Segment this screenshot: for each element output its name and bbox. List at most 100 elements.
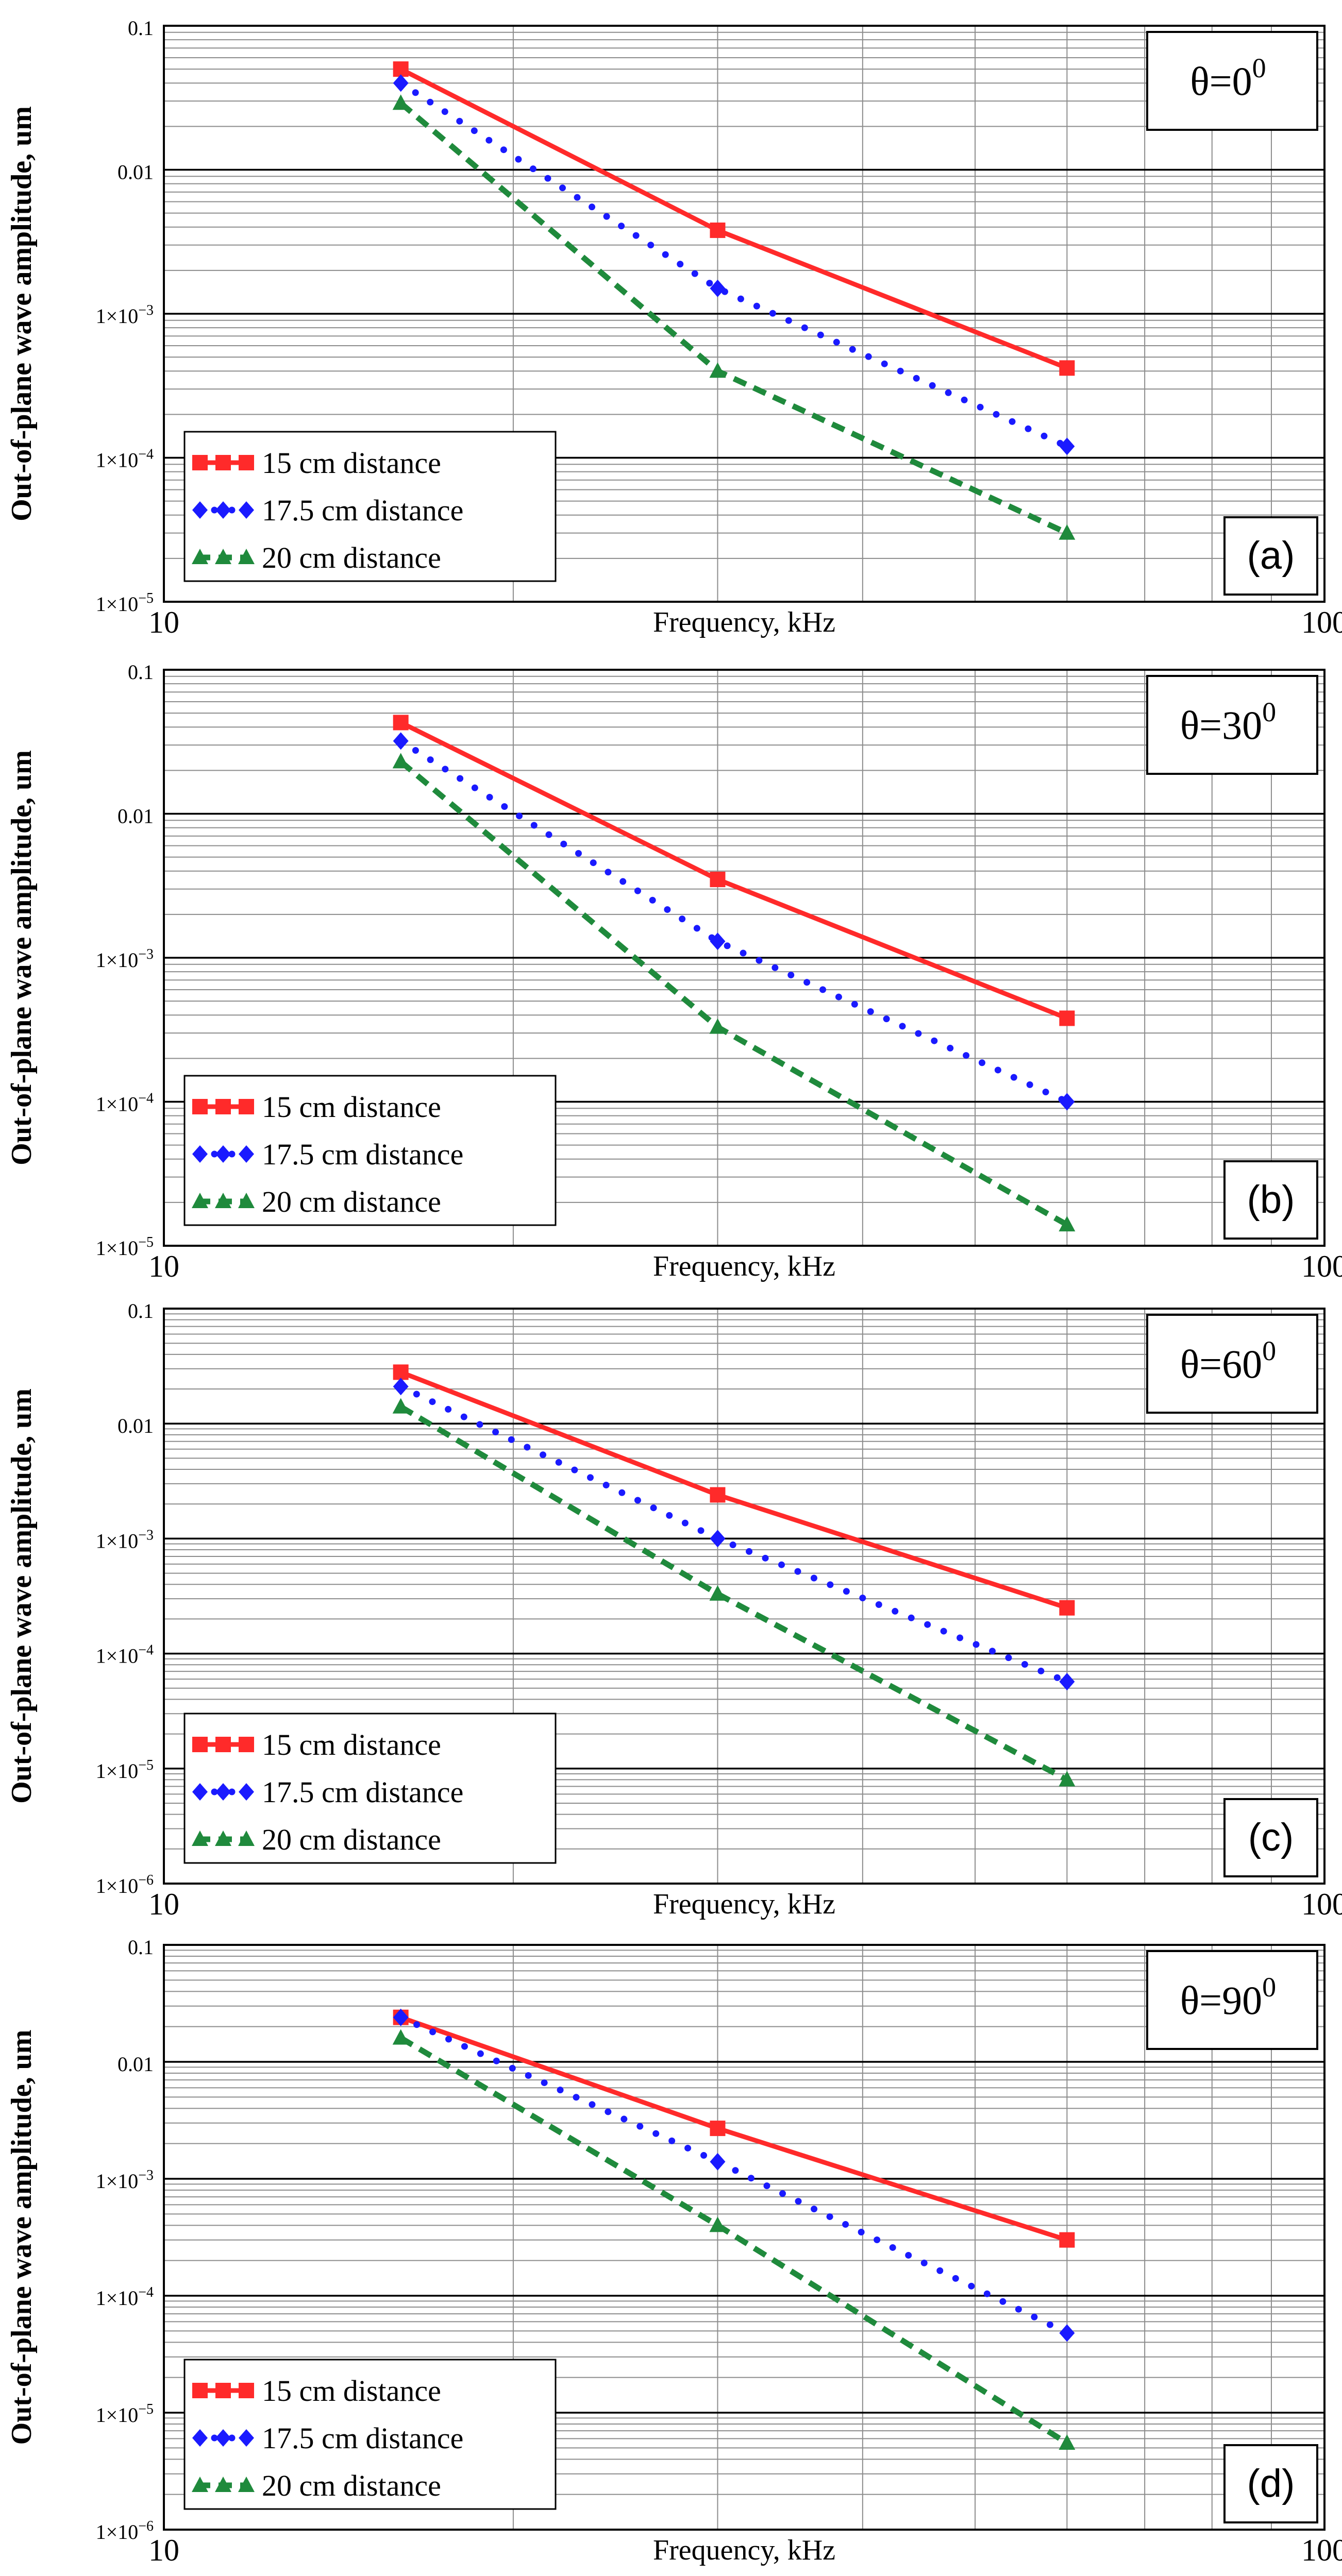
legend-label-s20: 20 cm distance (262, 541, 441, 574)
legend-marker-s175 (215, 1783, 231, 1801)
y-tick-label: 1×10−5 (96, 1234, 154, 1260)
y-tick-label: 1×10−3 (96, 302, 154, 328)
y-axis-label: Out-of-plane wave amplitude, um (6, 2030, 38, 2445)
legend-label-s175: 17.5 cm distance (262, 2421, 463, 2455)
data-point-s15 (710, 222, 726, 238)
legend-marker-s175 (239, 2429, 254, 2447)
plot-frame (163, 1944, 1326, 2531)
y-tick-label: 0.01 (118, 2053, 154, 2076)
y-tick-label: 1×10−4 (96, 1091, 154, 1116)
legend-marker-s20 (238, 549, 255, 564)
x-axis-label: Frequency, kHz (653, 2534, 835, 2566)
data-point-s20 (392, 2029, 409, 2045)
legend-marker-s20 (215, 1193, 231, 1208)
panel-label: (b) (1247, 1178, 1295, 1222)
data-point-s175 (393, 732, 409, 750)
data-point-s15 (1059, 1600, 1075, 1616)
legend-marker-s175 (192, 2429, 208, 2447)
x-axis-label: Frequency, kHz (653, 1250, 835, 1282)
series-line-s15 (399, 67, 1068, 370)
angle-label: θ=300 (1180, 697, 1276, 748)
legend-marker-s175 (215, 2429, 231, 2447)
data-point-s175 (710, 933, 726, 951)
y-axis-label: Out-of-plane wave amplitude, um (6, 106, 38, 521)
legend-marker-s15 (192, 455, 208, 470)
legend-label-s15: 15 cm distance (262, 1090, 441, 1124)
legend-marker-s20 (192, 2477, 208, 2492)
legend-marker-s175 (239, 501, 254, 519)
x-tick-label: 100 (1301, 1249, 1342, 1283)
data-point-s20 (709, 1018, 726, 1034)
panel-label-box (1223, 1160, 1318, 1240)
y-tick-label: 1×10−6 (96, 2518, 154, 2544)
y-tick-label: 1×10−3 (96, 1527, 154, 1552)
angle-box (1146, 675, 1318, 775)
data-point-s15 (1059, 2232, 1075, 2248)
x-tick-label: 100 (1301, 1887, 1342, 1921)
data-point-s15 (710, 2121, 726, 2137)
plot-frame (163, 669, 1326, 1247)
legend-marker-s15 (192, 1099, 208, 1114)
x-tick-label: 100 (1301, 2533, 1342, 2567)
legend-label-s15: 15 cm distance (262, 1728, 441, 1761)
legend-marker-s20 (192, 1831, 208, 1846)
y-tick-label: 0.01 (118, 805, 154, 828)
data-point-s175 (393, 74, 409, 92)
data-point-s20 (1059, 2434, 1076, 2450)
legend-marker-s15 (215, 1099, 231, 1114)
panel-label-box (1223, 516, 1318, 596)
y-tick-label: 1×10−3 (96, 2167, 154, 2193)
legend-label-s20: 20 cm distance (262, 2469, 441, 2502)
legend-marker-s20 (238, 1193, 255, 1208)
x-tick-label: 10 (148, 1887, 179, 1921)
legend-marker-s15 (215, 455, 231, 470)
legend-marker-s20 (238, 2477, 255, 2492)
data-point-s15 (1059, 1010, 1075, 1026)
legend-marker-s20 (215, 2477, 231, 2492)
data-point-s175 (1059, 2324, 1075, 2342)
legend-label-s20: 20 cm distance (262, 1823, 441, 1856)
data-point-s20 (392, 94, 409, 110)
data-point-s175 (1059, 437, 1075, 455)
y-tick-label: 0.1 (128, 1299, 154, 1323)
series-line-s175 (397, 737, 1070, 1105)
legend-label-s15: 15 cm distance (262, 446, 441, 480)
x-tick-label: 10 (148, 2533, 179, 2567)
series-line-s15 (399, 720, 1068, 1021)
series-line-s175 (397, 1383, 1070, 1685)
y-tick-label: 1×10−5 (96, 1757, 154, 1783)
panel-label: (a) (1247, 534, 1295, 578)
y-tick-label: 1×10−6 (96, 1872, 154, 1897)
data-point-s15 (393, 1364, 409, 1380)
legend-marker-s15 (192, 1737, 208, 1752)
legend-marker-s15 (215, 1737, 231, 1752)
series-line-s175 (397, 79, 1070, 450)
legend-marker-s175 (192, 1145, 208, 1163)
legend-marker-s20 (192, 549, 208, 564)
data-point-s15 (1059, 360, 1075, 376)
legend-marker-s175 (192, 501, 208, 519)
series-line-s175 (397, 2014, 1070, 2336)
plot-frame (163, 1308, 1326, 1885)
y-tick-label: 1×10−5 (96, 590, 154, 616)
legend-label-s175: 17.5 cm distance (262, 494, 463, 527)
x-tick-label: 10 (148, 605, 179, 639)
y-tick-label: 1×10−4 (96, 2284, 154, 2310)
y-tick-label: 0.01 (118, 161, 154, 184)
angle-box (1146, 1314, 1318, 1414)
y-tick-label: 0.1 (128, 1936, 154, 1959)
panel-label-box (1223, 1798, 1318, 1877)
legend-marker-s20 (215, 549, 231, 564)
panel-label-box (1223, 2444, 1318, 2523)
legend-marker-s15 (239, 2383, 254, 2398)
y-axis-label: Out-of-plane wave amplitude, um (6, 750, 38, 1165)
data-point-s20 (1059, 1771, 1076, 1787)
legend-marker-s15 (239, 455, 254, 470)
y-axis-label: Out-of-plane wave amplitude, um (6, 1388, 38, 1804)
data-point-s20 (1059, 524, 1076, 540)
data-point-s20 (392, 753, 409, 769)
legend-marker-s15 (239, 1099, 254, 1114)
y-tick-label: 1×10−4 (96, 1642, 154, 1668)
panel-label: (d) (1247, 2462, 1295, 2505)
